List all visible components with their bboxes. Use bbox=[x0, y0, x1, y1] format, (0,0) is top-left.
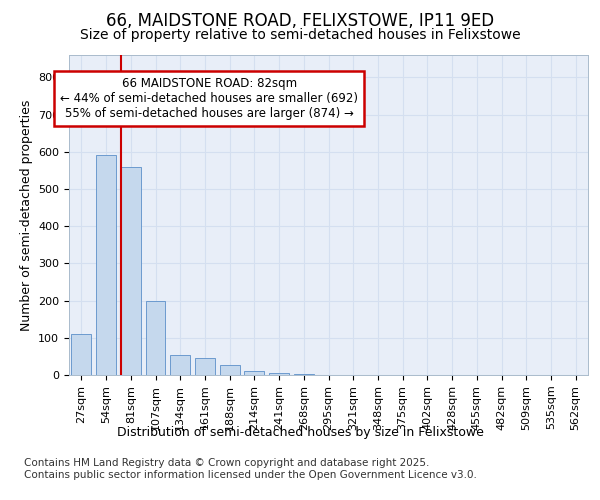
Y-axis label: Number of semi-detached properties: Number of semi-detached properties bbox=[20, 100, 32, 330]
Bar bbox=[71, 334, 91, 375]
Bar bbox=[269, 373, 289, 375]
Text: Size of property relative to semi-detached houses in Felixstowe: Size of property relative to semi-detach… bbox=[80, 28, 520, 42]
Bar bbox=[294, 374, 314, 375]
Bar bbox=[146, 300, 166, 375]
Text: 66 MAIDSTONE ROAD: 82sqm
← 44% of semi-detached houses are smaller (692)
55% of : 66 MAIDSTONE ROAD: 82sqm ← 44% of semi-d… bbox=[60, 78, 358, 120]
Text: 66, MAIDSTONE ROAD, FELIXSTOWE, IP11 9ED: 66, MAIDSTONE ROAD, FELIXSTOWE, IP11 9ED bbox=[106, 12, 494, 30]
Text: Contains HM Land Registry data © Crown copyright and database right 2025.
Contai: Contains HM Land Registry data © Crown c… bbox=[24, 458, 477, 480]
Text: Distribution of semi-detached houses by size in Felixstowe: Distribution of semi-detached houses by … bbox=[116, 426, 484, 439]
Bar bbox=[96, 156, 116, 375]
Bar bbox=[170, 354, 190, 375]
Bar bbox=[195, 358, 215, 375]
Bar bbox=[121, 166, 140, 375]
Bar bbox=[220, 364, 239, 375]
Bar bbox=[244, 372, 264, 375]
